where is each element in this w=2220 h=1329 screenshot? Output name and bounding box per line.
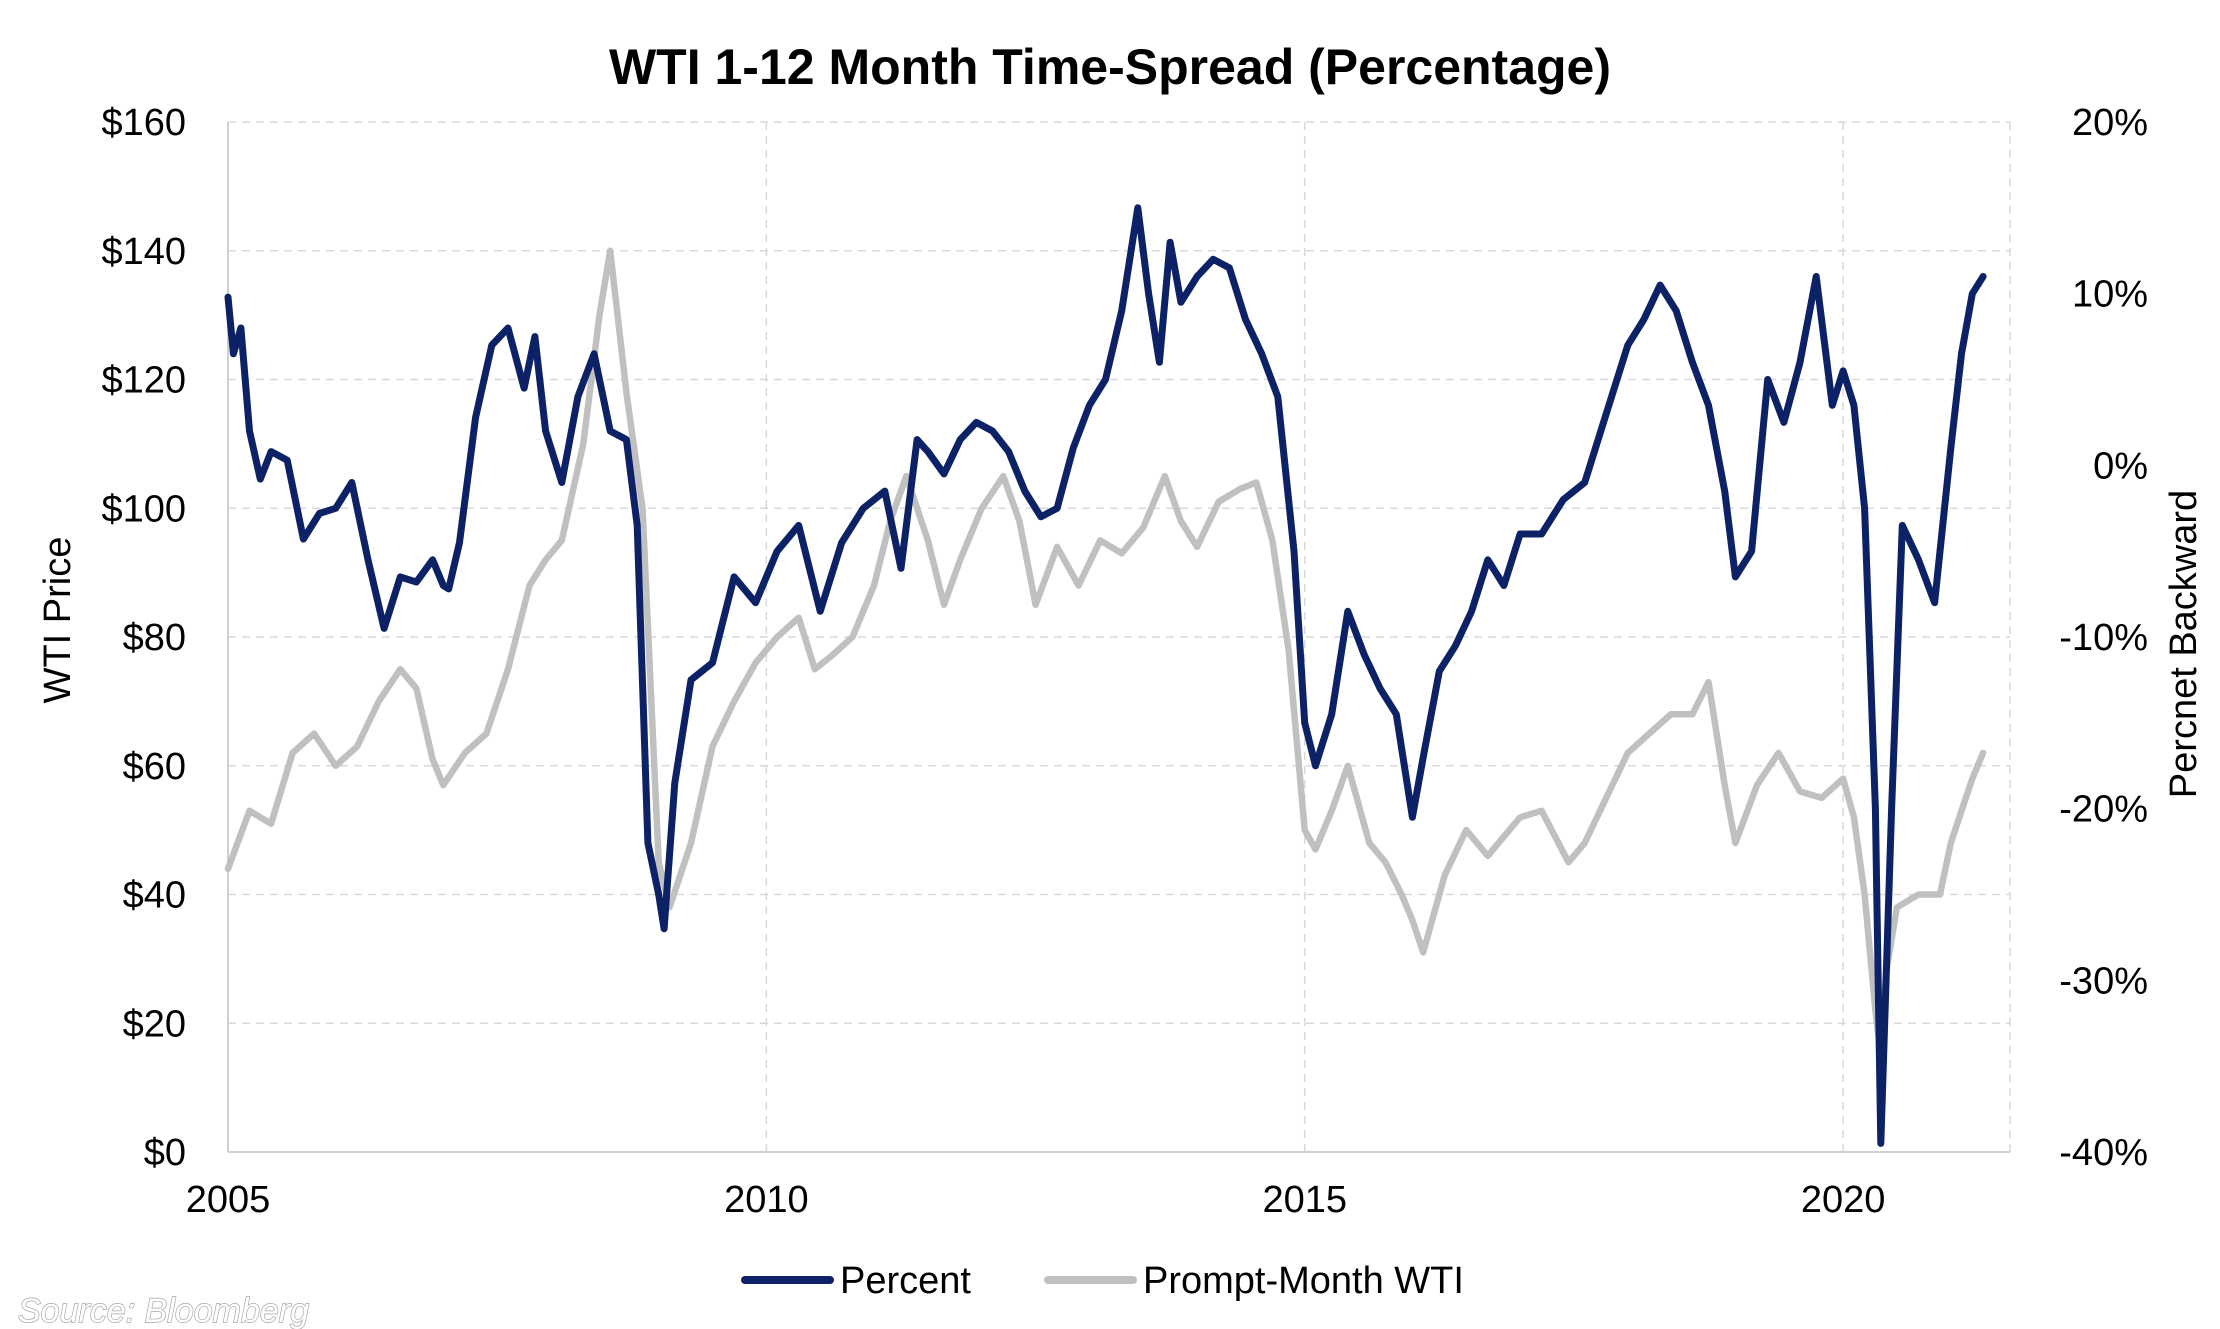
right-tick-label: 0% <box>2093 445 2148 487</box>
x-axis-ticks: 2005 2010 2015 2020 <box>186 1179 1886 1221</box>
x-tick-label: 2020 <box>1801 1179 1886 1221</box>
left-tick-label: $120 <box>101 360 186 402</box>
series-layer <box>224 204 1987 1147</box>
grid <box>228 121 2011 1152</box>
x-tick-label: 2005 <box>186 1179 271 1221</box>
legend: Percent Prompt-Month WTI <box>741 1260 1464 1302</box>
left-tick-label: $140 <box>101 231 186 273</box>
x-tick-label: 2010 <box>724 1179 809 1221</box>
left-tick-label: $20 <box>123 1003 186 1045</box>
x-tick-label: 2015 <box>1262 1179 1347 1221</box>
left-tick-label: $40 <box>123 875 186 917</box>
series-line-percent <box>224 204 1987 1147</box>
right-tick-label: -10% <box>2059 617 2148 659</box>
legend-label-prompt-month-wti: Prompt-Month WTI <box>1143 1260 1464 1302</box>
legend-label-percent: Percent <box>840 1260 971 1302</box>
right-axis-ticks: -40% -30% -20% -10% 0% 10% 20% <box>2059 102 2148 1174</box>
right-tick-label: -40% <box>2059 1132 2148 1174</box>
right-tick-label: 20% <box>2072 102 2148 144</box>
right-axis-label: Percnet Backward <box>2163 490 2205 798</box>
left-axis-ticks: $0 $20 $40 $60 $80 $100 $120 $140 $160 <box>101 102 186 1174</box>
series-line-prompt-month-wti <box>224 247 1987 1059</box>
left-tick-label: $100 <box>101 488 186 530</box>
right-tick-label: 10% <box>2072 274 2148 316</box>
source-note: Source: Bloomberg <box>18 1292 309 1329</box>
right-tick-label: -30% <box>2059 960 2148 1002</box>
right-tick-label: -20% <box>2059 789 2148 831</box>
left-tick-label: $80 <box>123 617 186 659</box>
left-axis-label: WTI Price <box>37 537 79 704</box>
chart-title: WTI 1-12 Month Time-Spread (Percentage) <box>609 39 1611 95</box>
left-tick-label: $60 <box>123 746 186 788</box>
left-tick-label: $160 <box>101 102 186 144</box>
left-tick-label: $0 <box>144 1132 186 1174</box>
